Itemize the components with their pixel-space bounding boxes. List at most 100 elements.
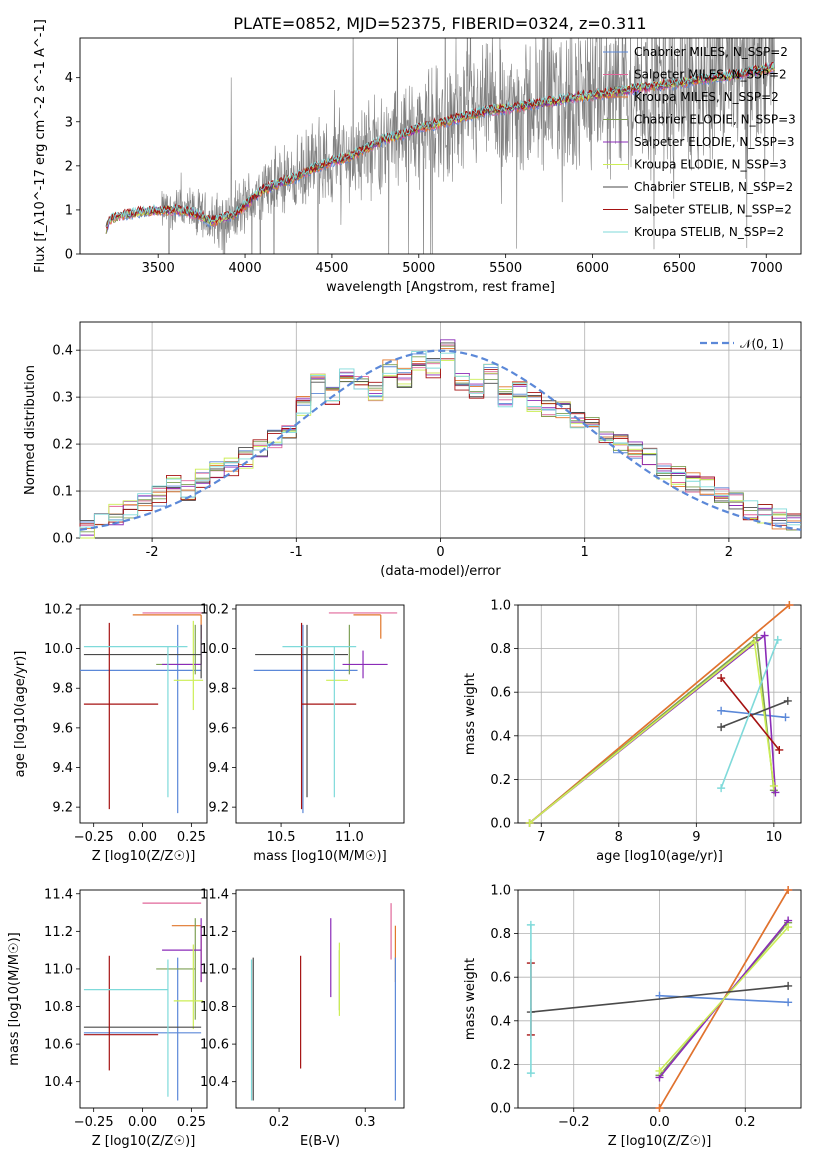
y-tick-label: 0.4: [52, 344, 73, 359]
weight-marker: [655, 1066, 664, 1075]
x-tick-label: 10.5: [267, 830, 296, 845]
legend-entry: Salpeter MILES, N_SSP=2: [634, 68, 787, 82]
y-tick-label: 10.8: [44, 1000, 73, 1015]
weight-marker: [717, 723, 726, 732]
weight-line: [720, 639, 779, 789]
y-tick-label: 3: [65, 115, 73, 130]
legend-entry: Kroupa STELIB, N_SSP=2: [634, 225, 784, 239]
x-tick-label: -1: [290, 545, 303, 560]
y-tick-label: 10.2: [200, 602, 229, 617]
model-spectrum-line: [105, 61, 775, 228]
x-tick-label: 6500: [663, 261, 696, 276]
spectrum-y-axis-label: Flux [f_λ10^-17 erg cm^-2 s^-1 A^-1]: [33, 19, 48, 273]
errorbar-plot-area: [253, 612, 398, 814]
weight-line: [530, 985, 789, 1013]
legend-entry: Kroupa ELODIE, N_SSP=3: [634, 158, 787, 172]
x-axis-label: E(B-V): [300, 1134, 340, 1149]
y-tick-label: 0.2: [52, 438, 73, 453]
x-tick-label: 0.25: [177, 1115, 206, 1130]
x-tick-label: 2: [725, 545, 733, 560]
y-tick-label: 10.2: [44, 602, 73, 617]
y-axis-label: mass [log10(M/M☉)]: [7, 932, 22, 1065]
residuals-x-axis-label: (data-model)/error: [380, 564, 501, 579]
residual-histogram: [79, 351, 801, 538]
x-tick-label: 5500: [489, 261, 522, 276]
x-axis-label: mass [log10(M/M☉)]: [253, 849, 386, 864]
weight-marker: [717, 784, 726, 793]
errorbar-plot-area: [250, 903, 396, 1101]
y-tick-label: 0.8: [490, 642, 511, 657]
mass-vs-extinction-panel: 0.2 0.3 10.4 10.6 10.8 11.0 11.2 11.4 E(B-V): [200, 887, 405, 1149]
x-tick-label: -2: [146, 545, 159, 560]
y-tick-label: 9.6: [52, 721, 73, 736]
weight-marker: [525, 819, 534, 827]
errorbar-plot-area: [83, 902, 204, 1101]
x-tick-label: 11.0: [335, 830, 364, 845]
y-tick-label: 9.8: [52, 682, 73, 697]
x-tick-label: 5000: [402, 261, 435, 276]
legend-entry: Kroupa MILES, N_SSP=2: [634, 90, 779, 104]
weight-marker: [785, 601, 794, 609]
weight-marker: [526, 1069, 535, 1078]
mass-vs-metallicity-panel: −0.25 0.00 0.25 10.4 10.6 10.8 11.0 11.2 11.4 Z […: [7, 887, 208, 1149]
x-tick-label: 6000: [576, 261, 609, 276]
figure-title: PLATE=0852, MJD=52375, FIBERID=0324, z=0…: [233, 14, 646, 33]
x-tick-label: 0.2: [269, 1115, 290, 1130]
weight-marker: [784, 981, 793, 990]
observed-spectrum-line: [161, 38, 775, 254]
y-tick-label: 0.6: [490, 971, 511, 986]
weight-marker: [717, 706, 726, 715]
y-tick-label: 9.4: [52, 761, 73, 776]
weight-marker: [526, 920, 535, 929]
x-tick-label: −0.25: [74, 830, 114, 845]
x-tick-label: 0.00: [128, 1115, 157, 1130]
axes-frame: [517, 604, 802, 824]
weight-line: [658, 926, 789, 1072]
x-tick-label: 0: [436, 545, 444, 560]
y-tick-label: 10.6: [44, 1038, 73, 1053]
y-tick-label: 0.2: [490, 1058, 511, 1073]
x-axis-label: Z [log10(Z/Z☉)]: [92, 1134, 196, 1149]
spectrum-panel: 3500 4000 4500 5000 5500 6000 6500 7000 0 1 2 3 4 wav…: [33, 19, 802, 295]
axes-frame: [79, 604, 208, 824]
y-tick-label: 10.4: [200, 1075, 229, 1090]
y-axis-label: age [log10(age/yr)]: [13, 651, 28, 778]
y-tick-label: 11.2: [200, 925, 229, 940]
y-tick-label: 10.4: [44, 1075, 73, 1090]
spectrum-plot-area: [105, 38, 775, 254]
x-tick-label: 8: [615, 830, 623, 845]
y-tick-label: 0.2: [490, 773, 511, 788]
y-tick-label: 9.6: [208, 721, 229, 736]
legend-entry: Salpeter STELIB, N_SSP=2: [634, 203, 792, 217]
weight-marker: [781, 713, 790, 722]
weight-marker: [784, 886, 793, 894]
residuals-panel: -2 -1 0 1 2 0.0 0.1 0.2 0.3 0.4 (data-model)/error…: [23, 321, 802, 579]
y-tick-label: 10.6: [200, 1038, 229, 1053]
gaussian-legend-label: 𝒩(0, 1): [740, 337, 784, 351]
x-tick-label: 9: [692, 830, 700, 845]
weight-marker: [784, 998, 793, 1007]
y-tick-label: 1.0: [490, 599, 511, 614]
model-spectrum-line: [105, 61, 775, 231]
y-tick-label: 1: [65, 203, 73, 218]
weight-marker: [769, 781, 778, 790]
y-tick-label: 9.4: [208, 761, 229, 776]
legend-entry: Chabrier STELIB, N_SSP=2: [634, 180, 793, 194]
x-tick-label: 0.25: [177, 830, 206, 845]
y-tick-label: 9.2: [52, 801, 73, 816]
x-tick-label: 7: [537, 830, 545, 845]
axes-frame: [79, 321, 802, 539]
y-tick-label: 2: [65, 159, 73, 174]
y-tick-label: 10.8: [200, 1000, 229, 1015]
weight-marker: [750, 638, 759, 647]
y-tick-label: 11.0: [44, 962, 73, 977]
x-axis-label: age [log10(age/yr)]: [596, 849, 723, 864]
y-tick-label: 10.0: [44, 642, 73, 657]
y-tick-label: 0.3: [52, 391, 73, 406]
y-tick-label: 1.0: [490, 884, 511, 899]
x-axis-label: Z [log10(Z/Z☉)]: [608, 1134, 712, 1149]
spectrum-legend: Chabrier MILES, N_SSP=2 Salpeter MILES, N…: [603, 45, 796, 239]
axes-frame: [235, 604, 405, 824]
weight-vs-metallicity-panel: −0.2 0.0 0.2 0.0 0.2 0.4 0.6 0.8 1.0 Z [log10(Z/Z…: [463, 884, 802, 1149]
residuals-y-axis-label: Normed distribution: [23, 365, 38, 495]
